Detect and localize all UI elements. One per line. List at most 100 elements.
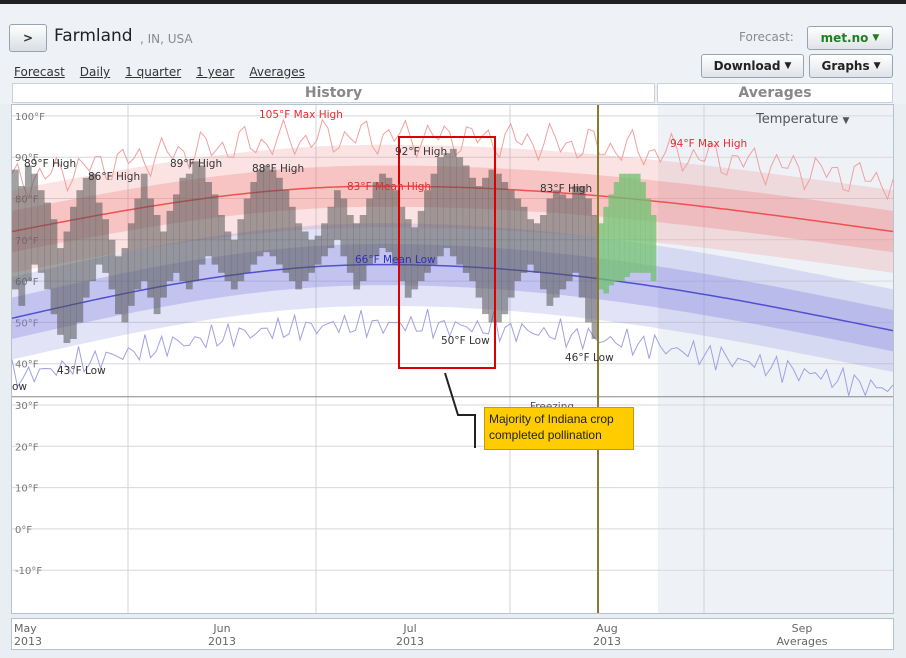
chart-value-label: 83°F High	[540, 183, 592, 195]
forecast-bar	[624, 173, 631, 277]
expand-nav-button[interactable]: >	[9, 24, 47, 52]
y-tick-label: 40°F	[15, 360, 39, 371]
y-tick-label: 0°F	[15, 525, 32, 536]
history-bar	[24, 165, 32, 282]
history-bar	[314, 235, 322, 265]
forecast-bar	[634, 173, 641, 273]
x-label-sep: Sep Averages	[767, 622, 837, 648]
chart-value-label: 88°F High	[252, 163, 304, 175]
chart-value-label: 83°F Mean High	[347, 181, 431, 193]
history-bar	[179, 177, 187, 282]
history-bar	[366, 198, 373, 265]
tab-daily[interactable]: Daily	[79, 65, 111, 79]
history-bar	[76, 190, 84, 323]
history-bar	[391, 190, 399, 265]
history-bar	[540, 215, 547, 290]
download-label: Download	[713, 59, 781, 73]
history-bar	[334, 190, 341, 240]
history-bar	[385, 177, 393, 253]
graphs-label: Graphs	[821, 59, 870, 73]
history-bar	[507, 190, 515, 298]
history-bar	[153, 215, 161, 315]
location-name: Farmland	[54, 26, 133, 46]
averages-section-header: Averages	[657, 83, 893, 103]
annotation-line-1: Majority of Indiana crop	[489, 412, 614, 426]
x-year: 2013	[396, 635, 424, 648]
history-bar	[224, 231, 232, 282]
history-bar	[456, 157, 464, 265]
history-bar	[398, 206, 406, 282]
history-bar	[443, 153, 451, 249]
x-month: Jun	[213, 622, 231, 635]
x-year: 2013	[208, 635, 236, 648]
tab-forecast[interactable]: Forecast	[14, 65, 65, 79]
tab-1-year[interactable]: 1 year	[196, 65, 235, 79]
history-bar	[269, 169, 277, 257]
history-bar	[482, 177, 489, 315]
history-bar	[585, 198, 592, 323]
chart-value-label: 66°F Mean Low	[355, 254, 436, 266]
chart-value-label: 94°F Max High	[670, 138, 747, 150]
history-bar	[95, 202, 103, 265]
history-bar	[301, 231, 309, 282]
chart-value-label: 89°F High	[170, 158, 222, 170]
view-tabs: Forecast Daily 1 quarter 1 year Averages	[14, 65, 320, 79]
history-bar	[308, 239, 315, 273]
forecast-bar	[603, 206, 609, 294]
history-bar	[527, 219, 534, 265]
forecast-bar	[640, 182, 646, 273]
tab-averages[interactable]: Averages	[249, 65, 305, 79]
history-bar	[211, 194, 219, 265]
history-bar	[250, 182, 258, 265]
record-low-line	[11, 308, 894, 397]
history-bar	[295, 223, 303, 290]
history-bar	[404, 219, 412, 298]
history-bar	[578, 186, 586, 298]
y-tick-label: 10°F	[15, 484, 39, 495]
x-label-aug: Aug 2013	[587, 622, 627, 648]
forecast-source-dropdown[interactable]: met.no ▼	[807, 26, 893, 50]
history-bar	[430, 173, 438, 265]
x-month: Jul	[403, 622, 417, 635]
forecast-bar	[598, 223, 604, 290]
chevron-down-icon: ▼	[842, 116, 850, 126]
history-bar	[417, 210, 425, 282]
chart-value-label: 105°F Max High	[259, 109, 343, 121]
x-month: May	[14, 622, 37, 635]
tab-1-quarter[interactable]: 1 quarter	[125, 65, 182, 79]
history-bar	[565, 198, 573, 282]
chart-value-label: 89°F High	[24, 158, 76, 170]
history-bar	[160, 231, 167, 298]
history-bar	[57, 248, 64, 335]
forecast-source-label: Forecast:	[739, 30, 794, 44]
history-bar	[346, 215, 354, 273]
chart-value-label: ow	[12, 381, 27, 393]
history-bar	[115, 256, 122, 315]
temperature-selector[interactable]: Temperature ▼	[756, 112, 849, 127]
history-bar	[276, 177, 283, 265]
x-year: Averages	[776, 635, 828, 648]
x-year: 2013	[14, 635, 42, 648]
record-high-line	[11, 118, 894, 201]
history-bar	[501, 182, 509, 315]
x-year: 2013	[593, 635, 621, 648]
download-button[interactable]: Download ▼	[701, 54, 804, 78]
graphs-button[interactable]: Graphs ▼	[809, 54, 893, 78]
chevron-down-icon: ▼	[784, 61, 792, 71]
history-bar	[12, 169, 19, 290]
y-tick-label: 20°F	[15, 442, 39, 453]
history-bar	[282, 190, 290, 273]
high-band-inner	[12, 165, 893, 253]
history-bar	[288, 206, 296, 282]
history-bar	[546, 198, 554, 306]
history-bar	[63, 231, 71, 343]
history-bar	[185, 173, 193, 290]
history-bar	[449, 148, 457, 257]
annotation-connector	[444, 372, 476, 448]
temperature-selector-label: Temperature	[756, 112, 839, 127]
y-tick-label: 50°F	[15, 318, 39, 329]
chart-value-label: 86°F High	[88, 171, 140, 183]
x-label-jun: Jun 2013	[202, 622, 242, 648]
forecast-bar	[629, 173, 636, 273]
